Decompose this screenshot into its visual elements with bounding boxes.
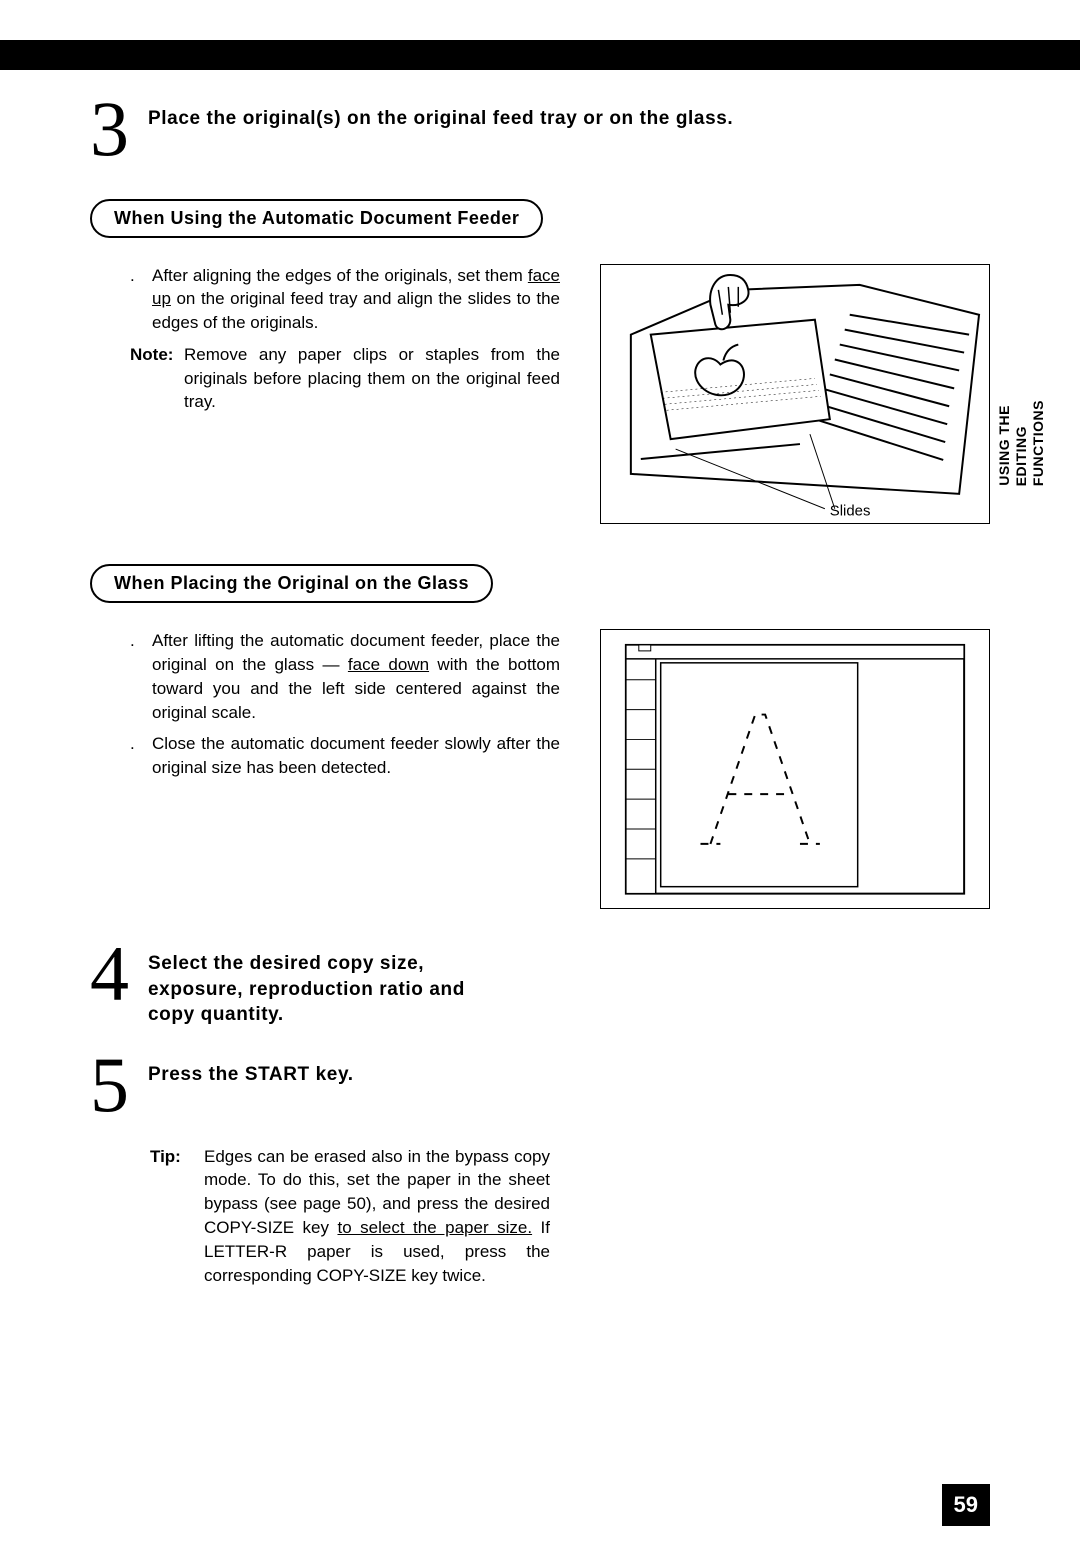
figure-adf: Slides — [600, 264, 990, 525]
page-content: 3 Place the original(s) on the original … — [0, 70, 1080, 1287]
step-4: 4 Select the desired copy size, exposure… — [90, 945, 990, 1028]
step-5-number: 5 — [90, 1056, 134, 1115]
step-5-title: Press the START key. — [148, 1056, 354, 1115]
adf-illustration-svg: Slides — [601, 265, 989, 524]
text-underlined: to select the paper size. — [337, 1218, 532, 1237]
header-bar — [0, 40, 1080, 70]
step-4-number: 4 — [90, 945, 134, 1028]
tip-label: Tip: — [150, 1145, 204, 1288]
tip-block: Tip: Edges can be erased also in the byp… — [90, 1145, 550, 1288]
heading-adf: When Using the Automatic Document Feeder — [90, 199, 543, 238]
side-tab-line: USING THE — [997, 405, 1012, 486]
slides-label: Slides — [830, 502, 871, 519]
note-text: Remove any paper clips or staples from t… — [184, 343, 560, 414]
adf-text: . After aligning the edges of the origin… — [90, 264, 560, 415]
side-tab: USING THE EDITING FUNCTIONS — [990, 400, 1052, 489]
glass-illustration-svg — [601, 630, 989, 909]
bullet-icon: . — [130, 264, 152, 335]
note-label: Note: — [130, 343, 184, 414]
glass-bullet-2: Close the automatic document feeder slow… — [152, 732, 560, 780]
text-segment: After aligning the edges of the original… — [152, 266, 528, 285]
side-tab-line: FUNCTIONS — [1031, 400, 1046, 486]
tip-text: Edges can be erased also in the bypass c… — [204, 1145, 550, 1288]
text-segment: on the original feed tray and align the … — [152, 289, 560, 332]
heading-glass: When Placing the Original on the Glass — [90, 564, 493, 603]
step-3-number: 3 — [90, 100, 134, 159]
step-3: 3 Place the original(s) on the original … — [90, 100, 990, 159]
text-underlined: face down — [348, 655, 429, 674]
step-5: 5 Press the START key. — [90, 1056, 990, 1115]
glass-row: . After lifting the automatic document f… — [90, 629, 990, 909]
bullet-icon: . — [130, 629, 152, 724]
adf-row: . After aligning the edges of the origin… — [90, 264, 990, 525]
side-tab-line: EDITING — [1014, 426, 1029, 486]
adf-bullet: After aligning the edges of the original… — [152, 264, 560, 335]
figure-glass — [600, 629, 990, 909]
glass-bullet-1: After lifting the automatic document fee… — [152, 629, 560, 724]
step-4-title: Select the desired copy size, exposure, … — [148, 945, 508, 1028]
glass-text: . After lifting the automatic document f… — [90, 629, 560, 788]
step-3-title: Place the original(s) on the original fe… — [148, 100, 733, 159]
bullet-icon: . — [130, 732, 152, 780]
page-number: 59 — [942, 1484, 990, 1526]
